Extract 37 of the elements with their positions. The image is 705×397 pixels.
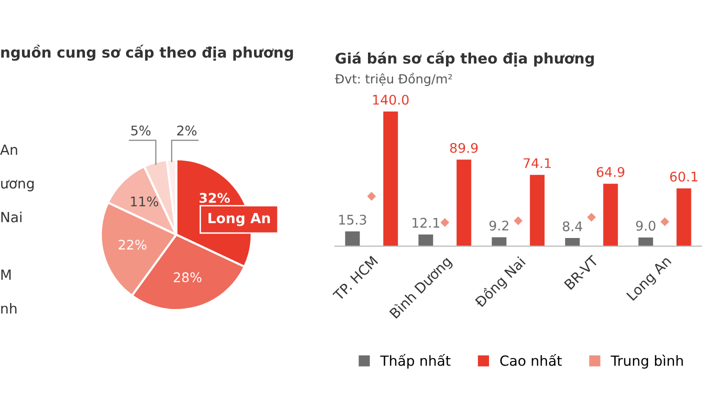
data-label: 60.1 — [670, 172, 698, 182]
legend-label: Thấp nhất — [380, 354, 450, 369]
data-label: 8.4 — [562, 221, 582, 232]
data-label: 9.2 — [489, 220, 508, 231]
data-label: 9.0 — [636, 220, 656, 231]
data-label: 64.9 — [596, 166, 624, 177]
bar — [530, 174, 545, 246]
bar — [603, 184, 618, 246]
data-label: 74.1 — [524, 158, 551, 168]
bar — [383, 111, 398, 246]
text: ương — [1, 180, 34, 192]
data-label: 5% — [131, 126, 150, 136]
data-label: 28% — [174, 272, 202, 282]
data-label: 2% — [177, 126, 196, 136]
chart-subtitle: Đvt: triệu Đồng/m² — [334, 72, 452, 86]
bar — [676, 188, 692, 246]
bar — [456, 160, 472, 246]
data-label: 15.3 — [339, 214, 366, 225]
data-label: 11% — [131, 196, 158, 206]
chart-title: Giá bán sơ cấp theo địa phương — [336, 50, 594, 67]
data-label: 32% — [200, 192, 230, 203]
legend-label: Trung bình — [610, 354, 683, 369]
text: An — [0, 144, 18, 155]
bar — [638, 237, 654, 246]
slice-label: Long An — [208, 213, 270, 226]
data-label: 140.0 — [373, 94, 409, 105]
data-label: 22% — [118, 240, 146, 250]
text: Nai — [1, 212, 22, 222]
chart-title: nguồn cung sơ cấp theo địa phương — [1, 44, 293, 61]
data-label: 89.9 — [450, 142, 478, 153]
text: M — [1, 270, 11, 280]
bar — [565, 238, 580, 246]
bar — [345, 231, 360, 246]
text: nh — [1, 302, 16, 314]
legend-label: Cao nhất — [500, 354, 562, 366]
bar — [418, 234, 434, 246]
data-label: 12.1 — [412, 218, 440, 228]
